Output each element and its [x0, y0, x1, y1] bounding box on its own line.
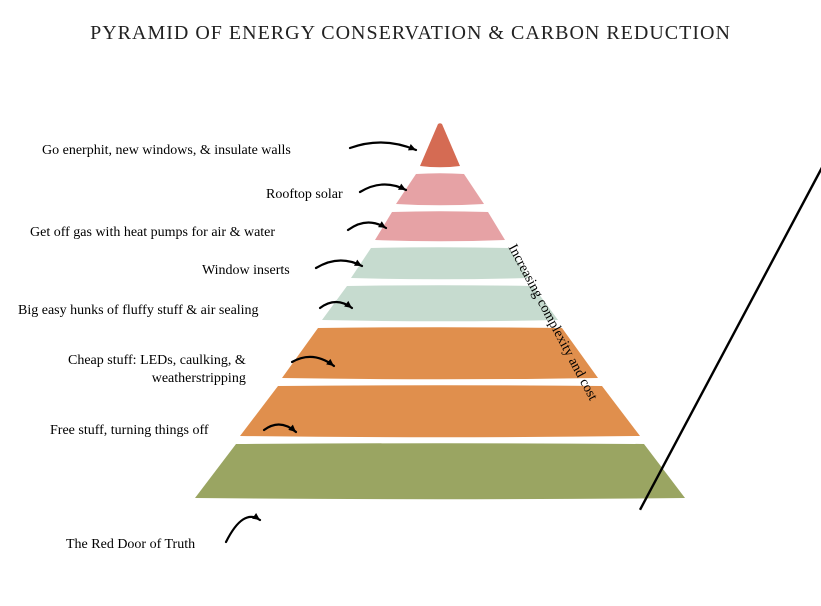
pointer-arrow: [282, 344, 354, 384]
tier-label: Go enerphit, new windows, & insulate wal…: [42, 142, 291, 160]
tier-label: Cheap stuff: LEDs, caulking, & weatherst…: [68, 352, 246, 387]
pointer-arrow: [338, 210, 406, 248]
tier-label: Rooftop solar: [266, 186, 343, 204]
pointer-arrow: [216, 502, 280, 560]
axis-arrow: [628, 127, 821, 522]
tier-label: Get off gas with heat pumps for air & wa…: [30, 224, 275, 242]
tier-label: The Red Door of Truth: [66, 536, 195, 554]
pyramid-tier: [191, 442, 689, 502]
tier-label: Free stuff, turning things off: [50, 422, 209, 440]
tier-label: Window inserts: [202, 262, 290, 280]
tier-label: Big easy hunks of fluffy stuff & air sea…: [18, 302, 259, 320]
pointer-arrow: [310, 290, 372, 326]
pyramid-diagram: Go enerphit, new windows, & insulate wal…: [0, 0, 821, 606]
pointer-arrow: [340, 130, 436, 168]
pointer-arrow: [350, 172, 426, 210]
pointer-arrow: [306, 248, 382, 286]
